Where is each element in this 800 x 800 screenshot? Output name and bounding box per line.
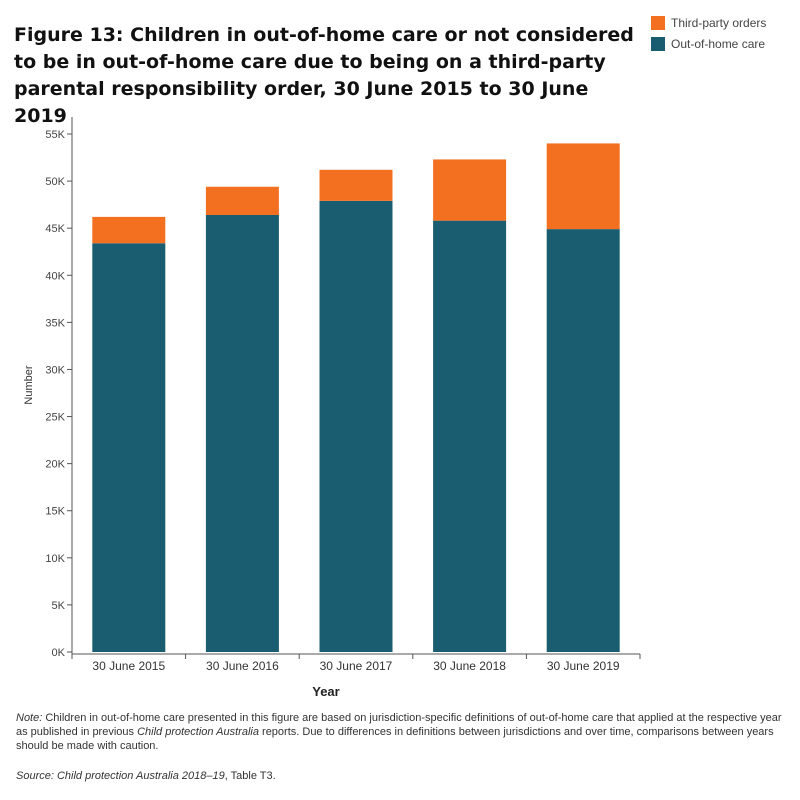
y-tick-label: 55K <box>45 129 65 141</box>
note-publication: Child protection Australia <box>137 726 259 738</box>
bar-segment-third-party-orders <box>433 159 507 221</box>
note-label: Note: <box>16 712 43 724</box>
y-tick-label: 5K <box>52 600 66 612</box>
chart-title: Figure 13: Children in out-of-home care … <box>14 24 634 127</box>
y-tick-label: 30K <box>45 364 65 376</box>
y-tick-label: 45K <box>45 223 65 235</box>
y-axis-label: Number <box>23 365 35 404</box>
x-tick-label: 30 June 2017 <box>320 659 393 673</box>
y-tick-label: 35K <box>45 317 65 329</box>
legend-item-out-of-home: Out-of-home care <box>651 35 766 53</box>
note-text-before: Children in out-of-home care presented i… <box>16 712 782 738</box>
bar-segment-out-of-home-care <box>92 243 166 652</box>
legend-swatch-out-of-home <box>651 37 665 51</box>
bar-segment-out-of-home-care <box>319 200 393 653</box>
chart-source: Source: Child protection Australia 2018–… <box>16 770 276 782</box>
x-axis-label: Year <box>312 684 339 699</box>
y-tick-label: 25K <box>45 412 65 424</box>
legend-item-third-party: Third-party orders <box>651 14 766 32</box>
stacked-bar-chart: 0K 5K 10K 15K 20K 25K 30K 35K 40K 45K 50K 55K Number… <box>23 117 641 699</box>
bar-segment-out-of-home-care <box>433 220 507 652</box>
legend-label-third-party: Third-party orders <box>671 16 767 30</box>
y-tick-label: 50K <box>45 176 65 188</box>
bar-segment-out-of-home-care <box>205 214 279 652</box>
bar-segment-third-party-orders <box>546 143 620 230</box>
note-text-after: reports. Due to differences in definitio… <box>16 726 774 752</box>
bar-segment-third-party-orders <box>205 186 279 215</box>
y-tick-label: 10K <box>45 553 65 565</box>
x-tick-label: 30 June 2015 <box>92 659 165 673</box>
y-tick-label: 20K <box>45 459 65 471</box>
y-tick-label: 0K <box>52 647 66 659</box>
chart-note: Note: Children in out-of-home care prese… <box>16 711 786 753</box>
y-tick-label: 40K <box>45 270 65 282</box>
bar-segment-third-party-orders <box>92 216 166 244</box>
legend: Third-party orders Out-of-home care <box>651 14 766 56</box>
x-tick-label: 30 June 2018 <box>433 659 506 673</box>
bar-segment-third-party-orders <box>319 169 393 201</box>
source-table: , Table T3. <box>224 770 276 782</box>
legend-label-out-of-home: Out-of-home care <box>671 37 766 51</box>
bar-segment-out-of-home-care <box>546 229 620 652</box>
legend-swatch-third-party <box>651 16 665 30</box>
x-tick-label: 30 June 2019 <box>547 659 620 673</box>
y-tick-label: 15K <box>45 506 65 518</box>
x-tick-label: 30 June 2016 <box>206 659 279 673</box>
source-label: Source: Child protection Australia 2018–… <box>16 770 225 782</box>
